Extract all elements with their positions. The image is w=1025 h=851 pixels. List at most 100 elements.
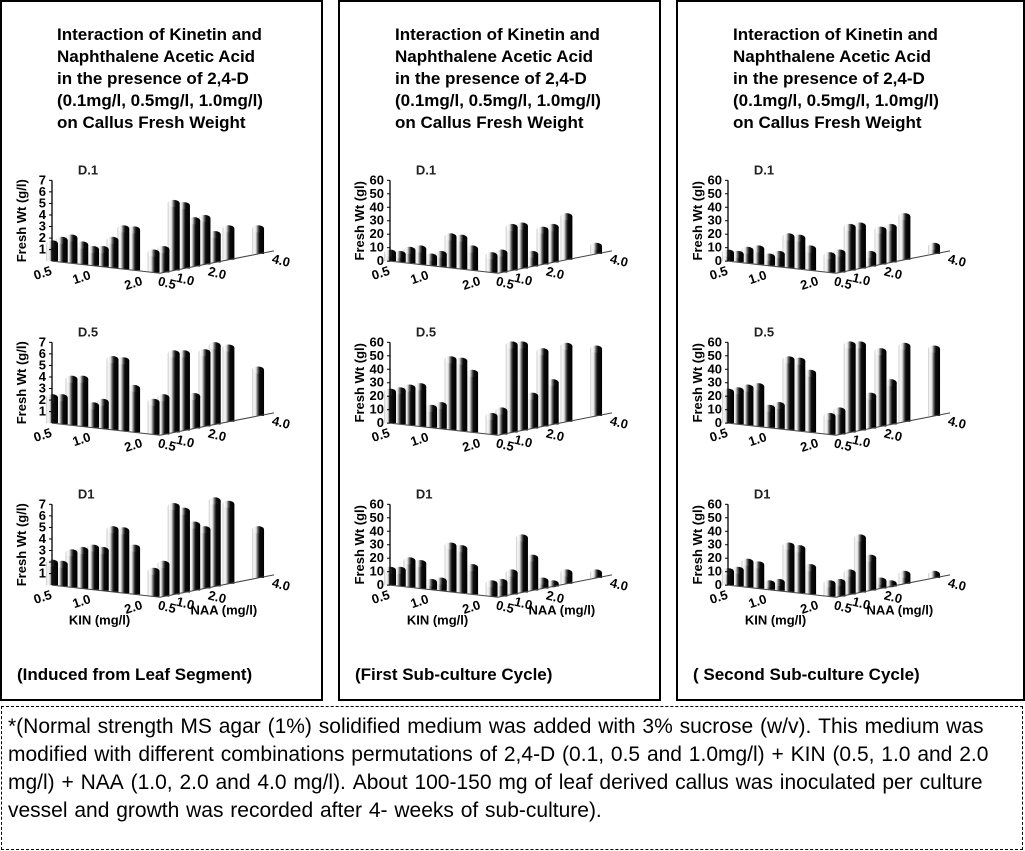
svg-text:1.0: 1.0 [513,270,534,289]
svg-text:1.0: 1.0 [747,429,769,449]
svg-text:10: 10 [708,564,722,579]
svg-text:60: 60 [370,496,384,511]
svg-text:0.5: 0.5 [708,263,730,283]
svg-text:10: 10 [370,564,384,579]
svg-text:10: 10 [370,240,384,255]
svg-text:KIN (mg/l): KIN (mg/l) [407,612,468,627]
svg-text:1.0: 1.0 [175,432,196,451]
svg-text:30: 30 [370,537,384,552]
svg-text:20: 20 [370,388,384,403]
svg-text:Fresh Wt (gl): Fresh Wt (gl) [690,505,705,584]
svg-text:30: 30 [708,213,722,228]
svg-text:D.5: D.5 [416,324,436,339]
svg-text:Fresh Wt (gl): Fresh Wt (gl) [352,505,367,584]
svg-text:Fresh Wt (gl): Fresh Wt (gl) [352,181,367,260]
svg-text:1.0: 1.0 [409,429,431,449]
svg-text:D.1: D.1 [78,162,98,177]
svg-text:2.0: 2.0 [122,273,144,293]
svg-text:Fresh Wt (gl): Fresh Wt (gl) [690,343,705,422]
svg-text:30: 30 [370,213,384,228]
svg-text:2.0: 2.0 [460,435,482,455]
svg-text:4.0: 4.0 [947,575,968,594]
svg-text:KIN (mg/l): KIN (mg/l) [69,612,130,627]
svg-text:D.5: D.5 [754,324,774,339]
svg-text:Fresh Wt (g/l): Fresh Wt (g/l) [14,341,29,424]
svg-text:4.0: 4.0 [609,251,630,270]
svg-text:1.0: 1.0 [851,270,872,289]
svg-text:60: 60 [370,334,384,349]
svg-text:40: 40 [708,199,722,214]
svg-text:50: 50 [370,510,384,525]
svg-text:20: 20 [370,226,384,241]
svg-text:40: 40 [370,523,384,538]
svg-text:50: 50 [370,186,384,201]
svg-text:60: 60 [708,496,722,511]
svg-text:50: 50 [708,510,722,525]
svg-text:4.0: 4.0 [947,251,968,270]
svg-text:40: 40 [370,199,384,214]
svg-text:30: 30 [708,537,722,552]
svg-text:4.0: 4.0 [271,575,292,594]
svg-text:1.0: 1.0 [747,591,769,611]
svg-text:Fresh Wt (g/l): Fresh Wt (g/l) [14,179,29,262]
svg-text:2.0: 2.0 [545,426,566,445]
svg-text:2.0: 2.0 [798,435,820,455]
svg-text:50: 50 [708,348,722,363]
svg-text:2.0: 2.0 [207,264,228,283]
svg-text:0.5: 0.5 [370,587,392,607]
svg-text:30: 30 [708,375,722,390]
svg-text:1.0: 1.0 [513,432,534,451]
svg-text:60: 60 [370,172,384,187]
svg-text:NAA (mg/l): NAA (mg/l) [190,603,257,618]
svg-text:10: 10 [708,402,722,417]
svg-text:2.0: 2.0 [122,435,144,455]
svg-text:2.0: 2.0 [798,273,820,293]
svg-text:1.0: 1.0 [71,591,93,611]
svg-text:40: 40 [370,361,384,376]
svg-text:0.5: 0.5 [32,425,54,445]
svg-text:20: 20 [370,550,384,565]
svg-text:Fresh Wt (gl): Fresh Wt (gl) [690,181,705,260]
svg-text:0.5: 0.5 [32,587,54,607]
svg-text:1.0: 1.0 [747,267,769,287]
svg-text:1.0: 1.0 [851,432,872,451]
svg-text:4.0: 4.0 [609,575,630,594]
svg-text:0.5: 0.5 [370,425,392,445]
svg-text:30: 30 [370,375,384,390]
svg-text:2.0: 2.0 [545,264,566,283]
svg-text:4.0: 4.0 [271,251,292,270]
svg-text:D1: D1 [754,486,771,501]
svg-text:0.5: 0.5 [370,263,392,283]
svg-text:KIN (mg/l): KIN (mg/l) [745,612,806,627]
svg-text:1.0: 1.0 [175,270,196,289]
svg-text:4.0: 4.0 [947,413,968,432]
svg-text:2.0: 2.0 [207,426,228,445]
svg-text:20: 20 [708,550,722,565]
svg-text:10: 10 [370,402,384,417]
svg-text:4.0: 4.0 [271,413,292,432]
svg-text:0.5: 0.5 [708,425,730,445]
svg-text:50: 50 [708,186,722,201]
svg-text:60: 60 [708,172,722,187]
svg-text:0.5: 0.5 [708,587,730,607]
svg-text:1.0: 1.0 [409,267,431,287]
svg-text:50: 50 [370,348,384,363]
svg-text:D.1: D.1 [416,162,436,177]
svg-text:Fresh Wt (g/l): Fresh Wt (g/l) [14,503,29,586]
svg-text:NAA (mg/l): NAA (mg/l) [866,603,933,618]
svg-text:2.0: 2.0 [883,426,904,445]
svg-text:Fresh Wt (gl): Fresh Wt (gl) [352,343,367,422]
svg-text:D.5: D.5 [78,324,98,339]
svg-text:2.0: 2.0 [460,273,482,293]
svg-text:40: 40 [708,361,722,376]
svg-text:4.0: 4.0 [609,413,630,432]
svg-text:10: 10 [708,240,722,255]
svg-text:1.0: 1.0 [71,429,93,449]
svg-text:0.5: 0.5 [32,263,54,283]
svg-text:1.0: 1.0 [409,591,431,611]
svg-text:2.0: 2.0 [883,264,904,283]
svg-text:40: 40 [708,523,722,538]
svg-text:1.0: 1.0 [71,267,93,287]
svg-text:20: 20 [708,388,722,403]
svg-text:20: 20 [708,226,722,241]
